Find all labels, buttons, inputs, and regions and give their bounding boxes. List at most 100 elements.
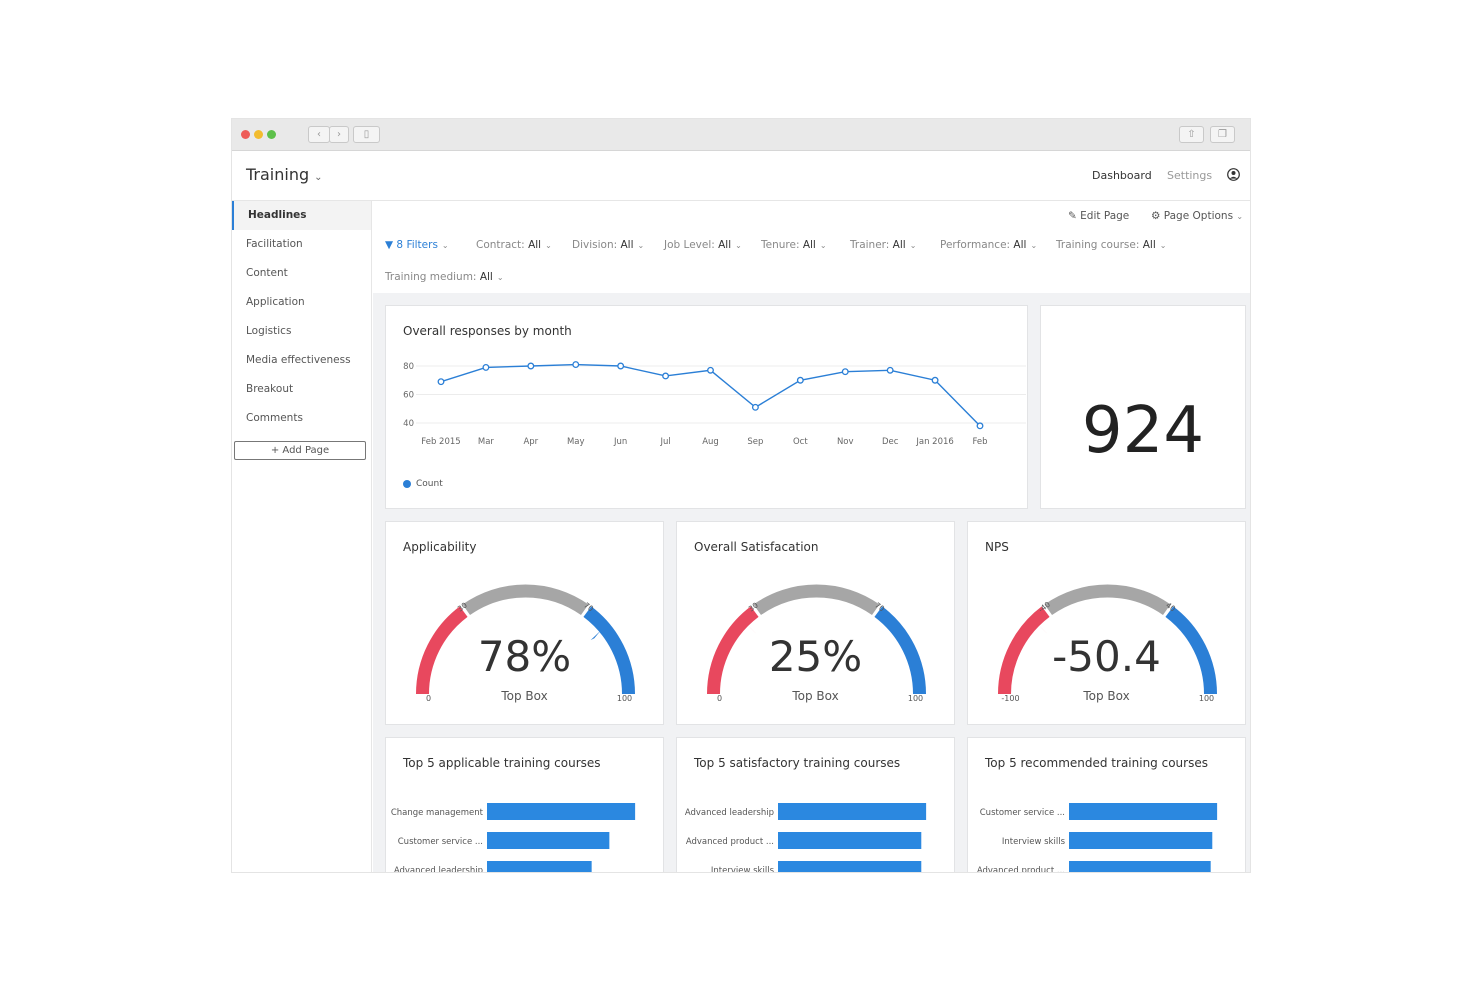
page-options-button[interactable]: ⚙ Page Options ⌄ bbox=[1151, 210, 1243, 222]
bar bbox=[487, 803, 636, 820]
data-point bbox=[527, 362, 535, 370]
sidebar-item-headlines[interactable]: Headlines bbox=[232, 201, 371, 230]
bar-card-applicable: Top 5 applicable training courses Change… bbox=[385, 737, 664, 873]
gauge-subtitle: Top Box bbox=[1083, 689, 1130, 703]
filter-job-level[interactable]: Job Level: All ⌄ bbox=[664, 239, 742, 251]
minimize-dot-icon[interactable] bbox=[254, 130, 263, 139]
line-chart-legend: Count bbox=[403, 479, 443, 489]
gauge-subtitle: Top Box bbox=[501, 689, 548, 703]
close-dot-icon[interactable] bbox=[241, 130, 250, 139]
gauge-arc-high bbox=[583, 606, 635, 695]
filters-toggle[interactable]: ▼ 8 Filters ⌄ bbox=[385, 239, 449, 251]
tabs-icon[interactable]: ❐ bbox=[1210, 126, 1235, 143]
bar bbox=[778, 803, 927, 820]
x-tick-label: Aug bbox=[702, 437, 719, 447]
gauge-min-label: 0 bbox=[426, 694, 431, 703]
data-point bbox=[886, 366, 894, 374]
sidebar-item-application[interactable]: Application bbox=[246, 296, 305, 308]
filter-training-medium[interactable]: Training medium: All ⌄ bbox=[385, 271, 504, 283]
filter-performance[interactable]: Performance: All ⌄ bbox=[940, 239, 1038, 251]
filter-bar: ✎ Edit Page ⚙ Page Options ⌄ ▼ 8 Filters… bbox=[373, 201, 1250, 293]
gauge-chart: 30 700 100 bbox=[707, 584, 926, 703]
data-point bbox=[796, 376, 804, 384]
share-icon[interactable]: ⇧ bbox=[1179, 126, 1204, 143]
x-tick-label: Feb bbox=[972, 437, 987, 447]
gauge-arc-high bbox=[874, 606, 926, 695]
filter-division[interactable]: Division: All ⌄ bbox=[572, 239, 645, 251]
edit-page-button[interactable]: ✎ Edit Page bbox=[1068, 210, 1129, 222]
filter-training-course[interactable]: Training course: All ⌄ bbox=[1056, 239, 1167, 251]
bar bbox=[1069, 803, 1218, 820]
data-point bbox=[976, 422, 984, 430]
x-tick-label: Jul bbox=[659, 437, 670, 447]
page-options-label: Page Options bbox=[1163, 210, 1234, 222]
x-tick-label: Mar bbox=[478, 437, 495, 447]
sidebar: Headlines Facilitation Content Applicati… bbox=[232, 201, 372, 872]
gauge-card-applicability: Applicability 30 70 0 100 78% Top Box bbox=[385, 521, 664, 725]
x-tick-label: Feb 2015 bbox=[421, 437, 460, 447]
bar-label: Interview skills bbox=[1002, 837, 1066, 847]
filter-contract[interactable]: Contract: All ⌄ bbox=[476, 239, 552, 251]
forward-icon[interactable]: › bbox=[329, 126, 349, 143]
gauge-title: NPS bbox=[985, 540, 1009, 554]
gauge-pointer bbox=[590, 630, 601, 641]
gauge-value: -50.4 bbox=[1052, 632, 1161, 681]
bar-card-recommended: Top 5 recommended training courses Custo… bbox=[967, 737, 1246, 873]
legend-count-label: Count bbox=[416, 479, 443, 489]
bar-card-satisfactory: Top 5 satisfactory training courses Adva… bbox=[676, 737, 955, 873]
bar-card-title: Top 5 applicable training courses bbox=[403, 756, 601, 770]
app-header: Training ⌄ Dashboard Settings bbox=[232, 151, 1250, 201]
data-point bbox=[482, 363, 490, 371]
add-page-button[interactable]: + Add Page bbox=[234, 441, 366, 460]
x-tick-label: Sep bbox=[747, 437, 763, 447]
user-account-icon[interactable] bbox=[1227, 168, 1240, 181]
gauge-min-label: -100 bbox=[1001, 694, 1019, 703]
gauge-arc-low bbox=[707, 606, 759, 695]
gauge-chart: 30 700 100 bbox=[416, 584, 635, 703]
filter-tenure[interactable]: Tenure: All ⌄ bbox=[761, 239, 827, 251]
bar-label: Advanced product ... bbox=[686, 837, 774, 847]
bar-chart: Customer service ... Interview skills Adva… bbox=[977, 803, 1218, 873]
bar-chart: Advanced leadership Advanced product ... I… bbox=[685, 803, 927, 873]
chevron-down-icon: ⌄ bbox=[441, 241, 449, 250]
bar bbox=[487, 861, 592, 872]
sidebar-item-logistics[interactable]: Logistics bbox=[246, 325, 292, 337]
bar-card-title: Top 5 recommended training courses bbox=[985, 756, 1208, 770]
maximize-dot-icon[interactable] bbox=[267, 130, 276, 139]
gauge-card-nps: NPS -40 40 -100 100 -50.4 Top Box bbox=[967, 521, 1246, 725]
sidebar-item-facilitation[interactable]: Facilitation bbox=[246, 238, 303, 250]
line-chart-card: Overall responses by month 40 60 80 Feb 201… bbox=[385, 305, 1028, 509]
data-point bbox=[662, 372, 670, 380]
nav-dashboard[interactable]: Dashboard bbox=[1092, 169, 1152, 182]
sidebar-item-breakout[interactable]: Breakout bbox=[246, 383, 294, 395]
bar-label: Customer service ... bbox=[980, 808, 1065, 818]
gauge-arc-mid bbox=[753, 584, 880, 616]
edit-page-label: Edit Page bbox=[1080, 210, 1130, 222]
x-tick-label: Dec bbox=[882, 437, 899, 447]
sidebar-item-comments[interactable]: Comments bbox=[246, 412, 303, 424]
line-chart: 40 60 80 Feb 2015 Mar Apr May Jun Jul Aug Sep Oct No… bbox=[403, 361, 1026, 447]
filter-trainer[interactable]: Trainer: All ⌄ bbox=[850, 239, 917, 251]
gauge-subtitle: Top Box bbox=[792, 689, 839, 703]
app-title-dropdown[interactable]: Training ⌄ bbox=[246, 165, 323, 184]
nav-settings[interactable]: Settings bbox=[1167, 169, 1213, 182]
series-line-count bbox=[440, 363, 981, 427]
sidebar-item-media-effectiveness[interactable]: Media effectiveness bbox=[246, 354, 351, 366]
x-tick-label: Jan 2016 bbox=[915, 437, 953, 447]
gauge-value: 25% bbox=[768, 632, 863, 681]
y-tick-label: 60 bbox=[403, 391, 414, 401]
sidebar-toggle-icon[interactable]: ▯ bbox=[353, 126, 380, 143]
back-icon[interactable]: ‹ bbox=[308, 126, 330, 143]
bar-label: Advanced leadership bbox=[394, 866, 483, 873]
bar-label: Customer service ... bbox=[398, 837, 483, 847]
data-point bbox=[841, 368, 849, 376]
gear-icon: ⚙ bbox=[1151, 210, 1161, 222]
bar-label: Advanced product ... bbox=[977, 866, 1065, 873]
bar-label: Interview skills bbox=[711, 866, 775, 873]
line-chart-title: Overall responses by month bbox=[403, 324, 572, 338]
x-tick-label: Nov bbox=[837, 437, 854, 447]
bar bbox=[1069, 861, 1211, 872]
sidebar-item-content[interactable]: Content bbox=[246, 267, 288, 279]
kpi-card: 924 bbox=[1040, 305, 1246, 509]
chevron-down-icon: ⌄ bbox=[1236, 212, 1244, 221]
